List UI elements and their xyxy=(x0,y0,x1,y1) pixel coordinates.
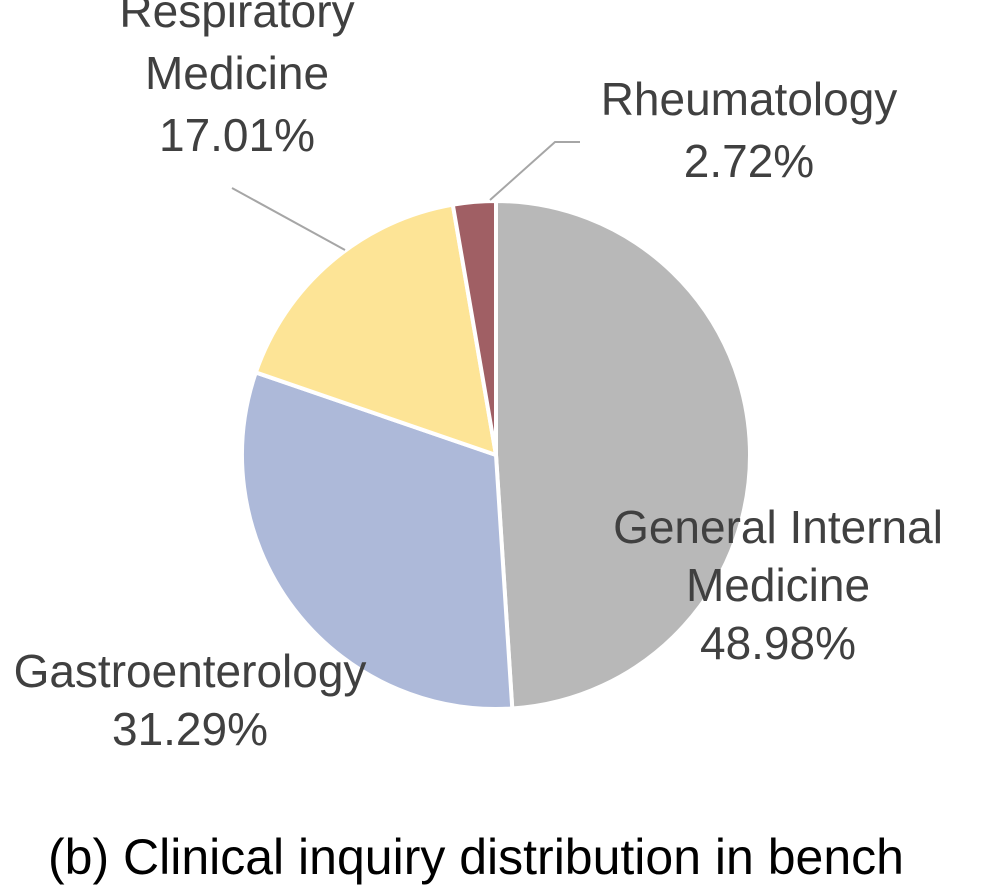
slice-label-gastroenterology: Gastroenterology 31.29% xyxy=(14,645,367,755)
slice-label-respiratory-medicine: Respiratory Medicine 17.01% xyxy=(119,0,354,161)
pie-slice-general-internal-medicine xyxy=(494,199,753,711)
pie-slice-gastroenterology xyxy=(240,370,515,711)
slice-category-label: General Internal xyxy=(613,501,943,553)
slice-category-label: Gastroenterology xyxy=(14,645,367,697)
pie-slice-respiratory-medicine xyxy=(253,202,498,457)
slice-value-label: 48.98% xyxy=(700,617,856,669)
slice-category-label: Medicine xyxy=(686,559,870,611)
slice-category-label: Rheumatology xyxy=(601,73,898,125)
figure-caption: (b) Clinical inquiry distribution in ben… xyxy=(48,829,904,885)
slice-value-label: 17.01% xyxy=(159,109,315,161)
pie-slice-rheumatology xyxy=(450,199,498,457)
leader-line-respiratory-medicine xyxy=(231,187,346,251)
leader-lines xyxy=(231,141,580,251)
slice-category-label: Respiratory xyxy=(119,0,354,37)
slice-label-general-internal-medicine: General Internal Medicine 48.98% xyxy=(613,501,943,669)
pie-slices xyxy=(240,199,753,711)
slice-value-label: 2.72% xyxy=(684,135,814,187)
slice-labels: General Internal Medicine 48.98% Gastroente… xyxy=(14,0,943,755)
slice-category-label: Medicine xyxy=(145,47,329,99)
slice-value-label: 31.29% xyxy=(112,703,268,755)
leader-line-rheumatology xyxy=(489,141,580,201)
slice-label-rheumatology: Rheumatology 2.72% xyxy=(601,73,898,187)
